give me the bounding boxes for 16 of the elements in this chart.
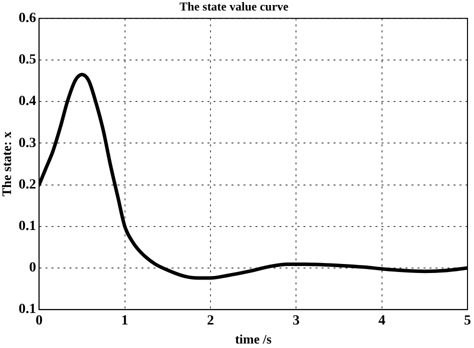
y-tick-label: 0.1 [18,219,36,234]
y-tick-label: 0 [29,260,36,276]
x-tick-label: 3 [292,314,300,329]
y-tick-label: 0.1 [18,302,36,318]
chart-title: The state value curve [180,0,290,14]
x-tick-label: 2 [206,314,214,329]
x-axis-title: time /s [235,332,272,347]
x-tick-label: 1 [121,314,128,329]
y-axis-title: The state: x [0,131,14,196]
y-tick-label: 0.3 [18,136,36,151]
y-tick-label: 0.4 [18,94,36,110]
y-tick-label: 0.6 [18,11,36,26]
y-tick-label: 0.2 [18,177,36,192]
x-tick-label: 5 [464,314,471,329]
x-tick-label: 4 [378,314,386,329]
y-tick-label: 0.5 [18,52,36,68]
